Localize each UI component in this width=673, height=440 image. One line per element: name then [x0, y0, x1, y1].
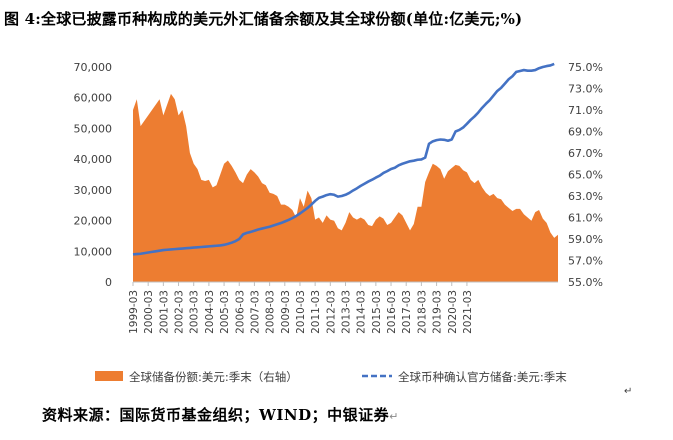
- left-tick-label: 40,000: [74, 153, 113, 166]
- x-tick-label: 2019-03: [432, 290, 444, 334]
- x-tick-label: 2016-03: [386, 290, 398, 334]
- right-tick-label: 67.0%: [568, 147, 603, 160]
- right-tick-label: 61.0%: [568, 212, 603, 225]
- x-tick-label: 2001-03: [158, 290, 170, 334]
- x-tick-label: 2020-03: [447, 290, 459, 334]
- right-tick-label: 75.0%: [568, 61, 603, 74]
- left-tick-label: 60,000: [74, 92, 113, 105]
- legend: 全球储备份额:美元:季末（右轴） 全球币种确认官方储备:美元:季末: [95, 370, 567, 384]
- x-tick-label: 2006-03: [234, 290, 246, 334]
- left-tick-label: 50,000: [74, 122, 113, 135]
- chart: 0 10,000 20,000 30,000 40,000 50,000 60,000 70,…: [74, 61, 633, 396]
- x-tick-label: 1999-03: [128, 290, 140, 334]
- x-tick-label: 2007-03: [249, 290, 261, 334]
- x-tick-label: 2021-03: [462, 290, 474, 334]
- right-tick-label: 59.0%: [568, 233, 603, 246]
- left-tick-label: 0: [105, 276, 112, 289]
- right-tick-label: 57.0%: [568, 255, 603, 268]
- right-tick-label: 55.0%: [568, 276, 603, 289]
- left-tick-label: 20,000: [74, 215, 113, 228]
- x-tick-label: 2008-03: [265, 290, 277, 334]
- x-tick-label: 2015-03: [371, 290, 383, 334]
- right-tick-label: 69.0%: [568, 126, 603, 139]
- x-tick-label: 2009-03: [280, 290, 292, 334]
- legend-label-area: 全球储备份额:美元:季末（右轴）: [129, 370, 298, 384]
- x-tick-label: 2003-03: [189, 290, 201, 334]
- x-tick-label: 2010-03: [295, 290, 307, 334]
- right-tick-label: 65.0%: [568, 169, 603, 182]
- left-tick-label: 70,000: [74, 61, 113, 74]
- x-tick-label: 2002-03: [174, 290, 186, 334]
- x-tick-label: 2004-03: [204, 290, 216, 334]
- right-tick-label: 73.0%: [568, 83, 603, 96]
- left-tick-label: 30,000: [74, 184, 113, 197]
- x-tick-label: 2013-03: [341, 290, 353, 334]
- right-tick-label: 71.0%: [568, 104, 603, 117]
- x-tick-label: 2005-03: [219, 290, 231, 334]
- x-tick-label: 2014-03: [356, 290, 368, 334]
- plot-area: [132, 62, 558, 282]
- left-tick-label: 10,000: [74, 245, 113, 258]
- x-tick-label: 2018-03: [416, 290, 428, 334]
- right-tick-label: 63.0%: [568, 190, 603, 203]
- x-tick-label: 2011-03: [310, 290, 322, 334]
- x-tick-label: 2012-03: [325, 290, 337, 334]
- series-line-usd-reserves: [132, 62, 555, 256]
- paragraph-mark: ↵: [624, 386, 632, 396]
- legend-label-line: 全球币种确认官方储备:美元:季末: [398, 370, 567, 384]
- x-tick-label: 2017-03: [401, 290, 413, 334]
- source-text: 资料来源：国际货币基金组织；WIND；中银证券: [42, 406, 390, 424]
- figure-title: 图 4:全球已披露币种构成的美元外汇储备余额及其全球份额(单位:亿美元;%): [4, 10, 523, 28]
- x-tick-label: 2000-03: [143, 290, 155, 334]
- legend-swatch-area: [95, 371, 123, 381]
- series-area-usd-share: [133, 93, 558, 282]
- source-note: 资料来源：国际货币基金组织；WIND；中银证券↵: [42, 404, 399, 425]
- axes: 0 10,000 20,000 30,000 40,000 50,000 60,000 70,…: [74, 61, 603, 334]
- paragraph-mark-source: ↵: [389, 410, 399, 423]
